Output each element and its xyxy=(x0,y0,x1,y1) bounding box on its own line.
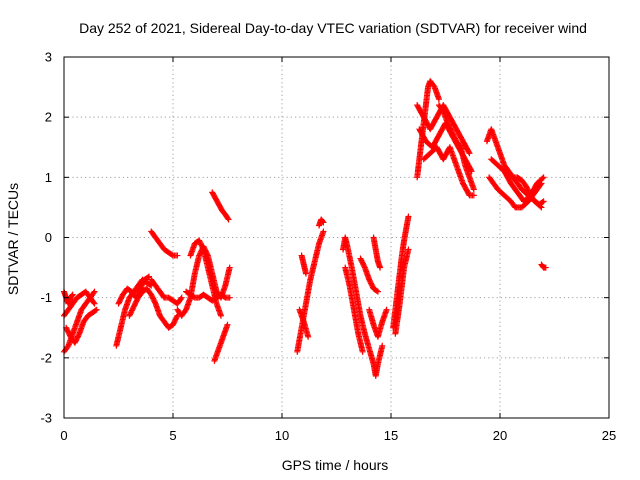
data-point xyxy=(174,252,181,259)
data-point xyxy=(377,264,384,271)
chart-title: Day 252 of 2021, Sidereal Day-to-day VTE… xyxy=(79,20,587,36)
y-axis: -3 -2 -1 0 1 2 3 xyxy=(40,50,609,426)
data-point xyxy=(69,291,76,298)
data-point xyxy=(466,150,473,157)
data-point xyxy=(305,333,312,340)
grid xyxy=(64,57,609,418)
data-point xyxy=(177,295,184,302)
y-axis-label: SDTVAR / TECUs xyxy=(5,183,21,295)
data-point xyxy=(379,342,386,349)
data-point xyxy=(468,168,475,175)
y-tick-label: 3 xyxy=(45,50,52,65)
data-point xyxy=(542,264,549,271)
data-point xyxy=(90,289,97,296)
data-point xyxy=(92,307,99,314)
data-point xyxy=(217,312,224,319)
data-point xyxy=(435,96,442,103)
x-axis: 0 5 10 15 20 25 xyxy=(60,57,616,443)
data-point xyxy=(151,299,158,306)
data-point xyxy=(225,216,232,223)
data-point xyxy=(93,306,100,313)
data-point xyxy=(144,274,151,281)
x-axis-label: GPS time / hours xyxy=(282,457,389,473)
x-tick-label: 25 xyxy=(602,428,616,443)
data-point xyxy=(75,332,82,339)
data-point xyxy=(91,288,98,295)
data-points xyxy=(61,78,549,379)
data-point xyxy=(146,273,153,280)
x-tick-label: 15 xyxy=(384,428,398,443)
data-point xyxy=(173,314,180,321)
data-point xyxy=(319,218,326,225)
data-point xyxy=(224,215,231,222)
data-point xyxy=(540,198,547,205)
data-point xyxy=(226,264,233,271)
data-point xyxy=(90,299,97,306)
y-tick-label: 1 xyxy=(45,170,52,185)
y-tick-label: -3 xyxy=(40,411,52,426)
y-tick-label: 2 xyxy=(45,110,52,125)
data-point xyxy=(470,192,477,199)
data-point xyxy=(68,292,75,299)
data-point xyxy=(178,294,185,301)
data-point xyxy=(91,300,98,307)
y-tick-label: -1 xyxy=(40,290,52,305)
x-tick-label: 20 xyxy=(493,428,507,443)
y-tick-label: 0 xyxy=(45,230,52,245)
data-point xyxy=(373,287,380,294)
data-point xyxy=(374,288,381,295)
x-tick-label: 5 xyxy=(169,428,176,443)
data-point xyxy=(539,175,546,182)
data-point xyxy=(405,246,412,253)
data-point xyxy=(320,228,327,235)
data-point xyxy=(465,149,472,156)
data-point xyxy=(226,294,233,301)
x-tick-label: 0 xyxy=(60,428,67,443)
data-point xyxy=(405,213,412,220)
data-point xyxy=(199,245,206,252)
data-point xyxy=(361,263,368,270)
y-tick-label: -2 xyxy=(40,350,52,365)
data-point xyxy=(470,186,477,193)
data-point xyxy=(359,348,366,355)
data-point xyxy=(540,174,547,181)
data-point xyxy=(539,199,546,206)
plot-frame xyxy=(63,56,610,419)
x-tick-label: 10 xyxy=(275,428,289,443)
data-point xyxy=(224,321,231,328)
data-point xyxy=(383,306,390,313)
data-point xyxy=(302,270,309,277)
data-point xyxy=(320,219,327,226)
